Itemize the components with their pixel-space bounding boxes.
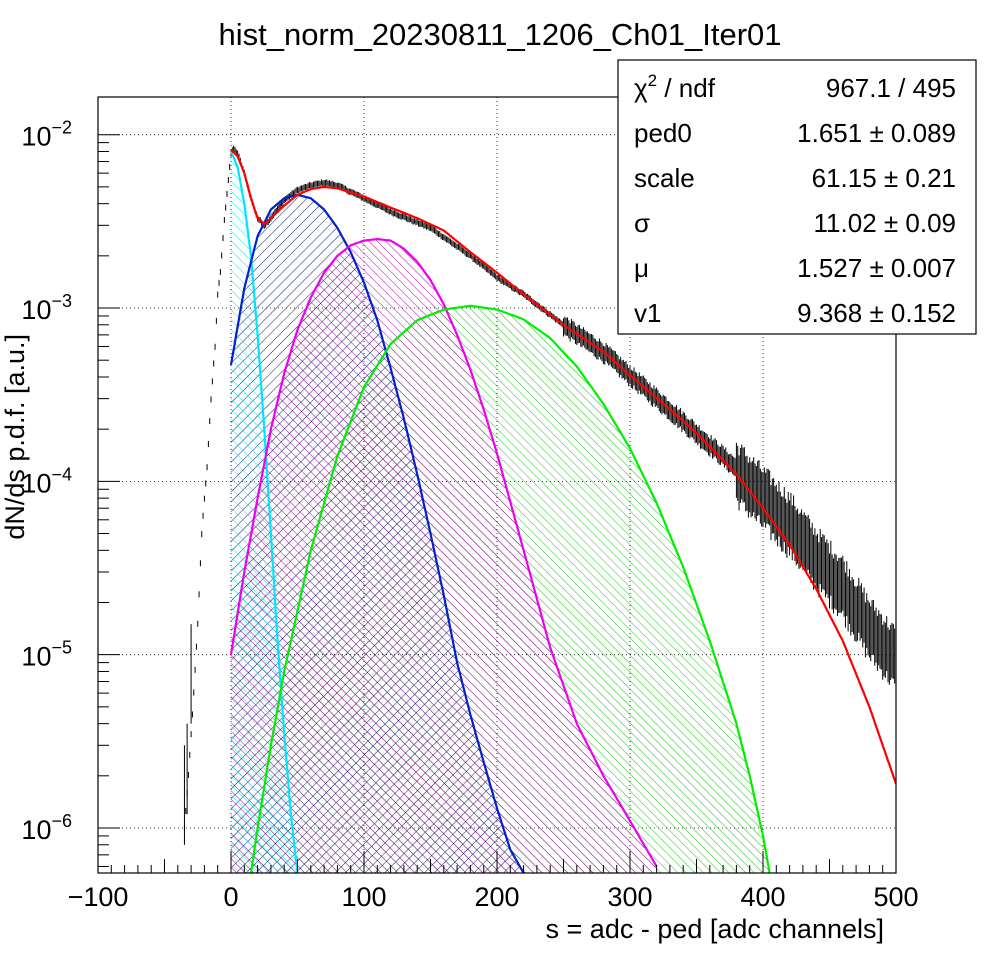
component-curve bbox=[229, 193, 525, 873]
x-tick-labels: −100 0 100 200 300 400 500 bbox=[68, 882, 919, 912]
stat-value: 1.651 ± 0.089 bbox=[797, 118, 956, 148]
fit-curves bbox=[229, 148, 896, 873]
stat-label: σ bbox=[634, 208, 650, 238]
y-tick-label: 10−5 bbox=[21, 638, 72, 672]
y-axis-title: dN/ds p.d.f. [a.u.] bbox=[0, 334, 30, 540]
stat-label: μ bbox=[634, 253, 649, 283]
component-curve bbox=[229, 151, 299, 873]
axis-ticks bbox=[97, 134, 897, 873]
y-tick-label: 10−2 bbox=[21, 118, 72, 152]
y-tick-label: 10−6 bbox=[21, 811, 72, 845]
stat-label: v1 bbox=[634, 298, 661, 328]
x-tick-label: 0 bbox=[223, 882, 238, 912]
stat-value: 9.368 ± 0.152 bbox=[797, 298, 956, 328]
y-tick-labels: 10−6 10−5 10−4 10−3 10−2 bbox=[21, 118, 72, 845]
x-tick-label: 400 bbox=[740, 882, 785, 912]
x-tick-label: 500 bbox=[873, 882, 918, 912]
stat-value: 1.527 ± 0.007 bbox=[797, 253, 956, 283]
component-curve bbox=[229, 237, 658, 868]
x-tick-label: 200 bbox=[474, 882, 519, 912]
y-tick-label: 10−3 bbox=[21, 291, 72, 325]
stat-label: scale bbox=[634, 163, 695, 193]
stats-box-frame bbox=[617, 59, 977, 335]
stat-label: χ2 / ndf bbox=[634, 71, 716, 103]
component-curve bbox=[249, 304, 771, 873]
x-tick-label: 100 bbox=[341, 882, 386, 912]
stat-label: ped0 bbox=[634, 118, 692, 148]
stat-value: 11.02 ± 0.09 bbox=[814, 208, 956, 238]
chart-title: hist_norm_20230811_1206_Ch01_Iter01 bbox=[218, 17, 781, 52]
x-tick-label: −100 bbox=[68, 882, 129, 912]
total-fit-curve bbox=[230, 148, 896, 785]
x-axis-title: s = adc - ped [adc channels] bbox=[546, 914, 884, 944]
stat-value: 61.15 ± 0.21 bbox=[812, 163, 956, 193]
component-fill-area bbox=[231, 194, 524, 873]
stat-value: 967.1 / 495 bbox=[826, 73, 956, 103]
x-tick-label: 300 bbox=[607, 882, 652, 912]
fit-statistics-box: χ2 / ndf 967.1 / 495 ped0 1.651 ± 0.089 scal… bbox=[617, 59, 977, 335]
y-tick-label: 10−4 bbox=[21, 464, 72, 498]
